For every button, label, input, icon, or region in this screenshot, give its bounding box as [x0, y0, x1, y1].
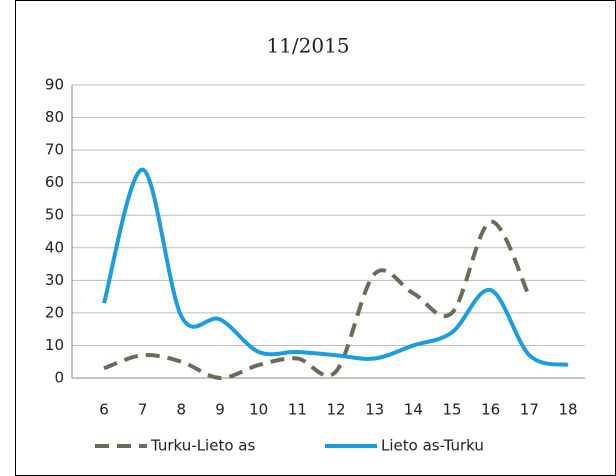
- x-tick-label: 18: [558, 401, 577, 419]
- y-tick-label: 60: [45, 173, 64, 191]
- x-tick-label: 15: [442, 401, 461, 419]
- y-tick-label: 20: [45, 303, 64, 321]
- line-series: [103, 219, 532, 380]
- legend-label: Lieto as-Turku: [381, 437, 484, 455]
- x-tick-label: 13: [365, 401, 384, 419]
- line-series: [102, 167, 569, 367]
- x-tick-label: 9: [215, 401, 225, 419]
- x-tick-label: 17: [520, 401, 539, 419]
- y-tick-label: 70: [45, 141, 64, 159]
- y-tick-label: 30: [45, 271, 64, 289]
- x-tick-label: 12: [326, 401, 345, 419]
- x-tick-label: 6: [99, 401, 109, 419]
- chart-title: 11/2015: [266, 34, 349, 58]
- legend-label: Turku-Lieto as: [150, 437, 255, 455]
- y-tick-label: 10: [45, 336, 64, 354]
- frame: [15, 0, 616, 476]
- y-tick-label: 90: [45, 76, 64, 94]
- x-tick-label: 7: [138, 401, 148, 419]
- x-tick-label: 14: [404, 401, 423, 419]
- y-tick-label: 80: [45, 108, 64, 126]
- y-tick-label: 40: [45, 238, 64, 256]
- x-tick-label: 11: [288, 401, 307, 419]
- y-tick-label: 50: [45, 206, 64, 224]
- y-tick-label: 0: [54, 369, 64, 387]
- x-tick-label: 16: [481, 401, 500, 419]
- x-tick-label: 8: [177, 401, 187, 419]
- x-tick-label: 10: [249, 401, 268, 419]
